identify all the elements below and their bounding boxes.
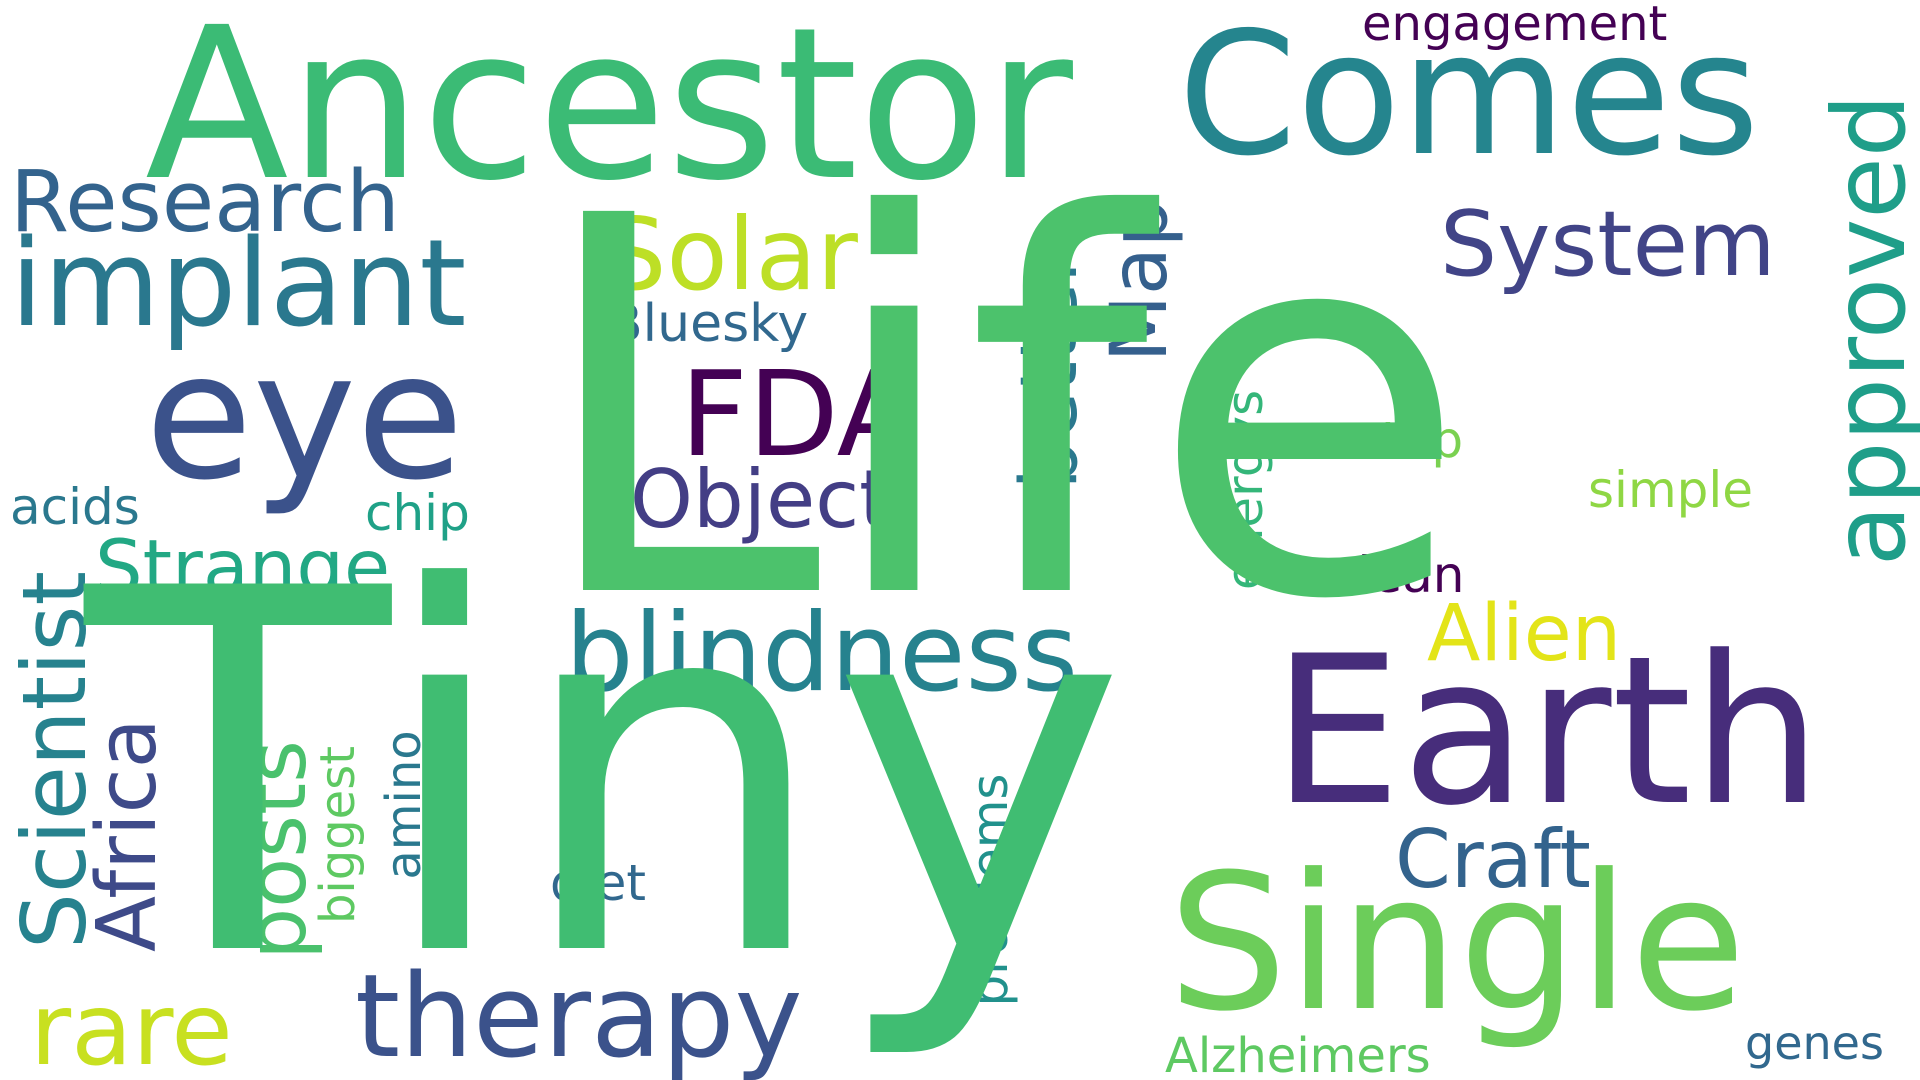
word-acids: acids [10, 478, 140, 536]
word-step: step [1355, 411, 1464, 469]
word-clean: clean [1330, 546, 1465, 604]
word-tiny: Tiny [85, 484, 1127, 1066]
word-ancestor: Ancestor [145, 0, 1073, 227]
word-single: Single [1168, 834, 1746, 1053]
word-approved: approved [1811, 93, 1920, 567]
word-fda: FDA [680, 345, 918, 483]
word-therapy: therapy [355, 950, 803, 1080]
word-earth: Earth [1272, 613, 1822, 851]
word-craft: Craft [1395, 813, 1591, 906]
word-blindness: blindness [565, 591, 1078, 716]
word-genes: genes [1745, 1016, 1884, 1070]
word-system: System [1440, 192, 1776, 297]
word-simple: simple [1588, 461, 1754, 519]
word-bluesky: Bluesky [607, 294, 809, 354]
word-engagement: engagement [1362, 0, 1668, 52]
word-life: Life [532, 107, 1470, 713]
word-research: Research [10, 153, 400, 252]
word-diet: diet [550, 854, 646, 912]
word-object: Object [630, 453, 891, 546]
word-eye: eye [145, 316, 464, 519]
word-solar: Solar [603, 196, 858, 313]
word-implant: implant [10, 215, 467, 354]
word-alzheimers: Alzheimers [1165, 1028, 1431, 1080]
word-comes: Comes [1178, 0, 1760, 194]
word-alien: Alien [1427, 589, 1622, 679]
word-strange: Strange [95, 523, 391, 611]
word-rare: rare [30, 971, 233, 1080]
word-chip: chip [365, 484, 470, 542]
